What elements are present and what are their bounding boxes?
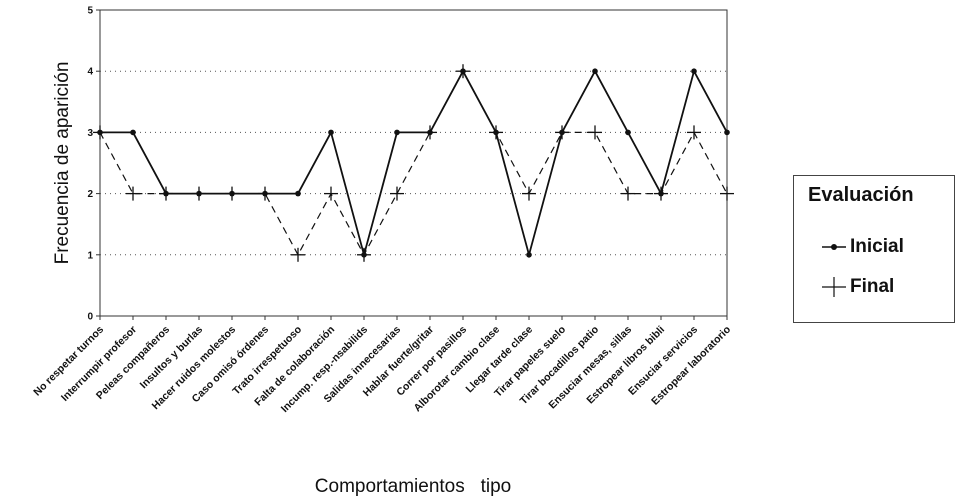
data-point-inicial xyxy=(592,68,598,74)
data-point-final xyxy=(390,186,404,201)
data-point-inicial xyxy=(262,190,268,197)
series-inicial xyxy=(97,68,730,259)
data-point-inicial xyxy=(658,190,664,197)
data-point-inicial xyxy=(724,129,730,136)
data-point-inicial xyxy=(163,190,169,197)
data-point-final xyxy=(621,186,635,201)
legend-plus-icon xyxy=(822,277,846,297)
series-line-inicial xyxy=(100,68,728,259)
y-tick-label: 3 xyxy=(87,128,93,139)
data-point-inicial xyxy=(625,129,631,136)
data-point-final xyxy=(126,186,140,201)
data-point-inicial xyxy=(97,129,103,136)
data-point-inicial xyxy=(526,252,532,258)
series-line-final xyxy=(99,69,728,257)
data-point-final xyxy=(720,186,734,201)
legend-title: Evaluación xyxy=(808,184,914,206)
y-axis-ticks: 0 1 2 3 4 5 xyxy=(87,6,100,323)
gridlines xyxy=(100,70,727,256)
data-point-inicial xyxy=(328,129,334,136)
data-point-inicial xyxy=(295,190,301,197)
data-point-final xyxy=(291,247,305,262)
y-tick-label: 5 xyxy=(87,6,93,17)
data-point-inicial xyxy=(460,68,466,74)
data-point-inicial xyxy=(691,68,697,74)
plot-area xyxy=(99,9,728,317)
data-point-inicial xyxy=(196,190,202,197)
y-tick-label: 2 xyxy=(87,189,93,200)
legend-line-dot-icon xyxy=(822,244,846,250)
y-tick-label: 0 xyxy=(87,312,93,323)
y-tick-label: 1 xyxy=(87,250,93,261)
data-point-final xyxy=(687,125,701,140)
data-point-inicial xyxy=(559,129,565,136)
legend: Evaluación Inicial Final xyxy=(793,175,955,323)
data-point-inicial xyxy=(394,129,400,136)
data-point-inicial xyxy=(361,252,367,258)
legend-label-inicial: Inicial xyxy=(850,236,904,257)
data-point-inicial xyxy=(427,129,433,136)
series-final xyxy=(93,64,734,262)
data-point-final xyxy=(588,125,602,140)
data-point-inicial xyxy=(130,129,136,136)
data-point-final xyxy=(324,186,338,201)
data-point-inicial xyxy=(229,190,235,197)
legend-label-final: Final xyxy=(850,276,895,297)
y-tick-label: 4 xyxy=(87,67,93,78)
x-axis-title: Comportamientos tipo xyxy=(315,476,511,497)
data-point-final xyxy=(522,186,536,201)
y-axis-title: Frecuencia de aparición xyxy=(52,62,73,265)
data-point-inicial xyxy=(493,129,499,136)
